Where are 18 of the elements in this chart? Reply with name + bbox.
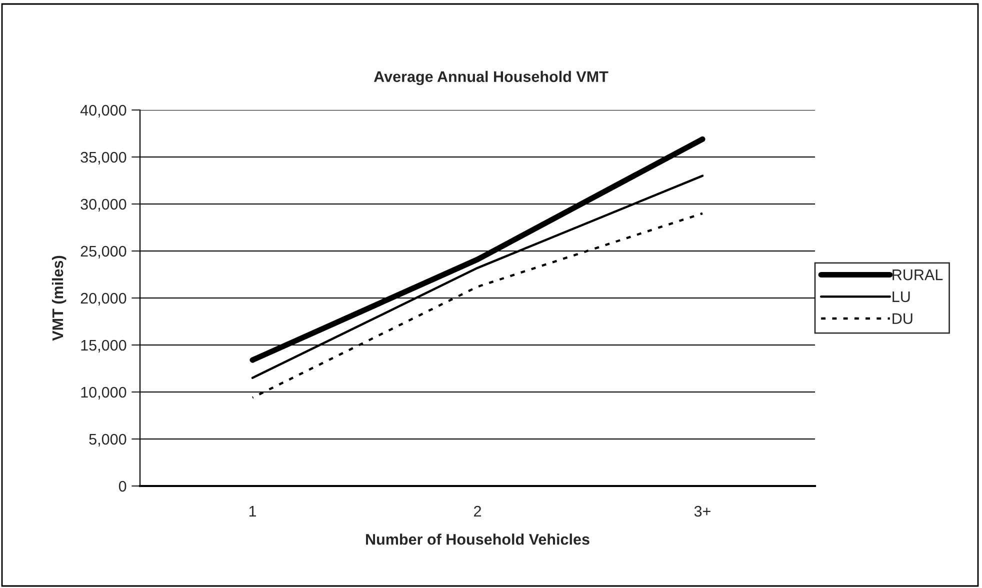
x-tick-label: 1 — [249, 506, 256, 517]
y-tick-label: 20,000 — [80, 292, 126, 306]
x-tick-label: 3+ — [694, 506, 710, 517]
y-tick-label: 0 — [118, 480, 126, 492]
legend-label: RURAL — [892, 270, 943, 280]
y-axis-title: VMT (miles) — [52, 256, 66, 341]
x-axis-title: Number of Household Vehicles — [366, 534, 590, 545]
y-tick-label: 40,000 — [80, 104, 126, 118]
y-tick-label: 25,000 — [80, 246, 126, 258]
y-tick-label: 10,000 — [81, 386, 126, 400]
y-tick-label: 35,000 — [80, 152, 126, 164]
legend-label: LU — [892, 291, 910, 302]
y-tick-label: 5,000 — [89, 434, 126, 446]
x-tick-label: 2 — [474, 506, 481, 517]
y-tick-label: 15,000 — [81, 340, 126, 352]
chart-title: Average Annual Household VMT — [374, 70, 608, 86]
y-tick-label: 30,000 — [80, 198, 126, 212]
legend-label: DU — [892, 313, 912, 324]
